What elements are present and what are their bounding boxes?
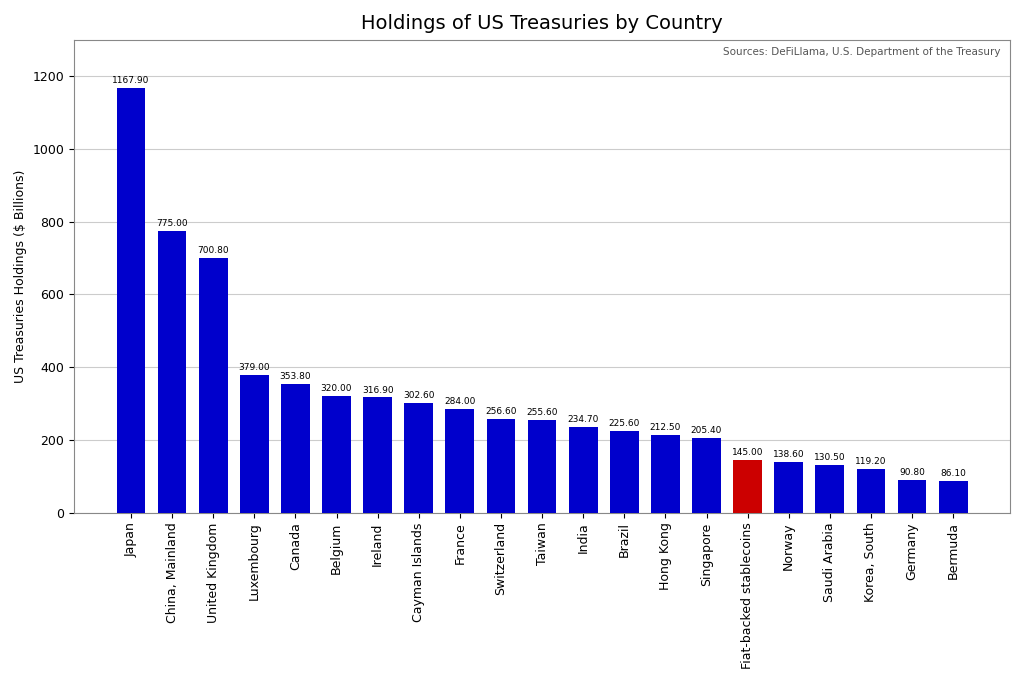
Y-axis label: US Treasuries Holdings ($ Billions): US Treasuries Holdings ($ Billions) — [14, 169, 27, 383]
Text: 225.60: 225.60 — [608, 419, 640, 428]
Text: 255.60: 255.60 — [526, 408, 558, 417]
Bar — [527, 420, 556, 513]
Bar — [445, 409, 474, 513]
Bar — [774, 462, 803, 513]
Text: 205.40: 205.40 — [691, 426, 722, 435]
Bar — [486, 419, 515, 513]
Text: 379.00: 379.00 — [239, 363, 270, 372]
Text: 320.00: 320.00 — [321, 385, 352, 393]
Bar — [158, 231, 186, 513]
Bar — [364, 398, 392, 513]
Text: 316.90: 316.90 — [361, 385, 393, 395]
Text: 284.00: 284.00 — [444, 398, 475, 406]
Bar — [815, 465, 844, 513]
Text: 119.20: 119.20 — [855, 458, 887, 466]
Text: 353.80: 353.80 — [280, 372, 311, 381]
Bar — [323, 396, 351, 513]
Bar — [117, 88, 145, 513]
Bar — [856, 469, 886, 513]
Bar — [692, 438, 721, 513]
Text: 145.00: 145.00 — [732, 448, 763, 457]
Bar — [568, 428, 598, 513]
Bar — [240, 375, 268, 513]
Text: 700.80: 700.80 — [198, 246, 229, 255]
Text: 86.10: 86.10 — [940, 469, 966, 478]
Bar — [199, 258, 227, 513]
Text: 1167.90: 1167.90 — [113, 76, 150, 85]
Bar — [281, 384, 310, 513]
Text: 90.80: 90.80 — [899, 468, 925, 477]
Bar — [898, 479, 927, 513]
Bar — [733, 460, 762, 513]
Text: 212.50: 212.50 — [649, 423, 681, 432]
Bar — [610, 430, 639, 513]
Text: 234.70: 234.70 — [567, 415, 599, 424]
Text: Sources: DeFiLlama, U.S. Department of the Treasury: Sources: DeFiLlama, U.S. Department of t… — [723, 47, 1000, 57]
Text: 775.00: 775.00 — [157, 219, 187, 228]
Text: 302.60: 302.60 — [403, 391, 434, 400]
Text: 256.60: 256.60 — [485, 408, 517, 417]
Bar — [651, 435, 680, 513]
Text: 130.50: 130.50 — [814, 454, 846, 462]
Bar — [939, 482, 968, 513]
Bar — [404, 402, 433, 513]
Title: Holdings of US Treasuries by Country: Holdings of US Treasuries by Country — [361, 14, 723, 33]
Text: 138.60: 138.60 — [773, 450, 805, 460]
